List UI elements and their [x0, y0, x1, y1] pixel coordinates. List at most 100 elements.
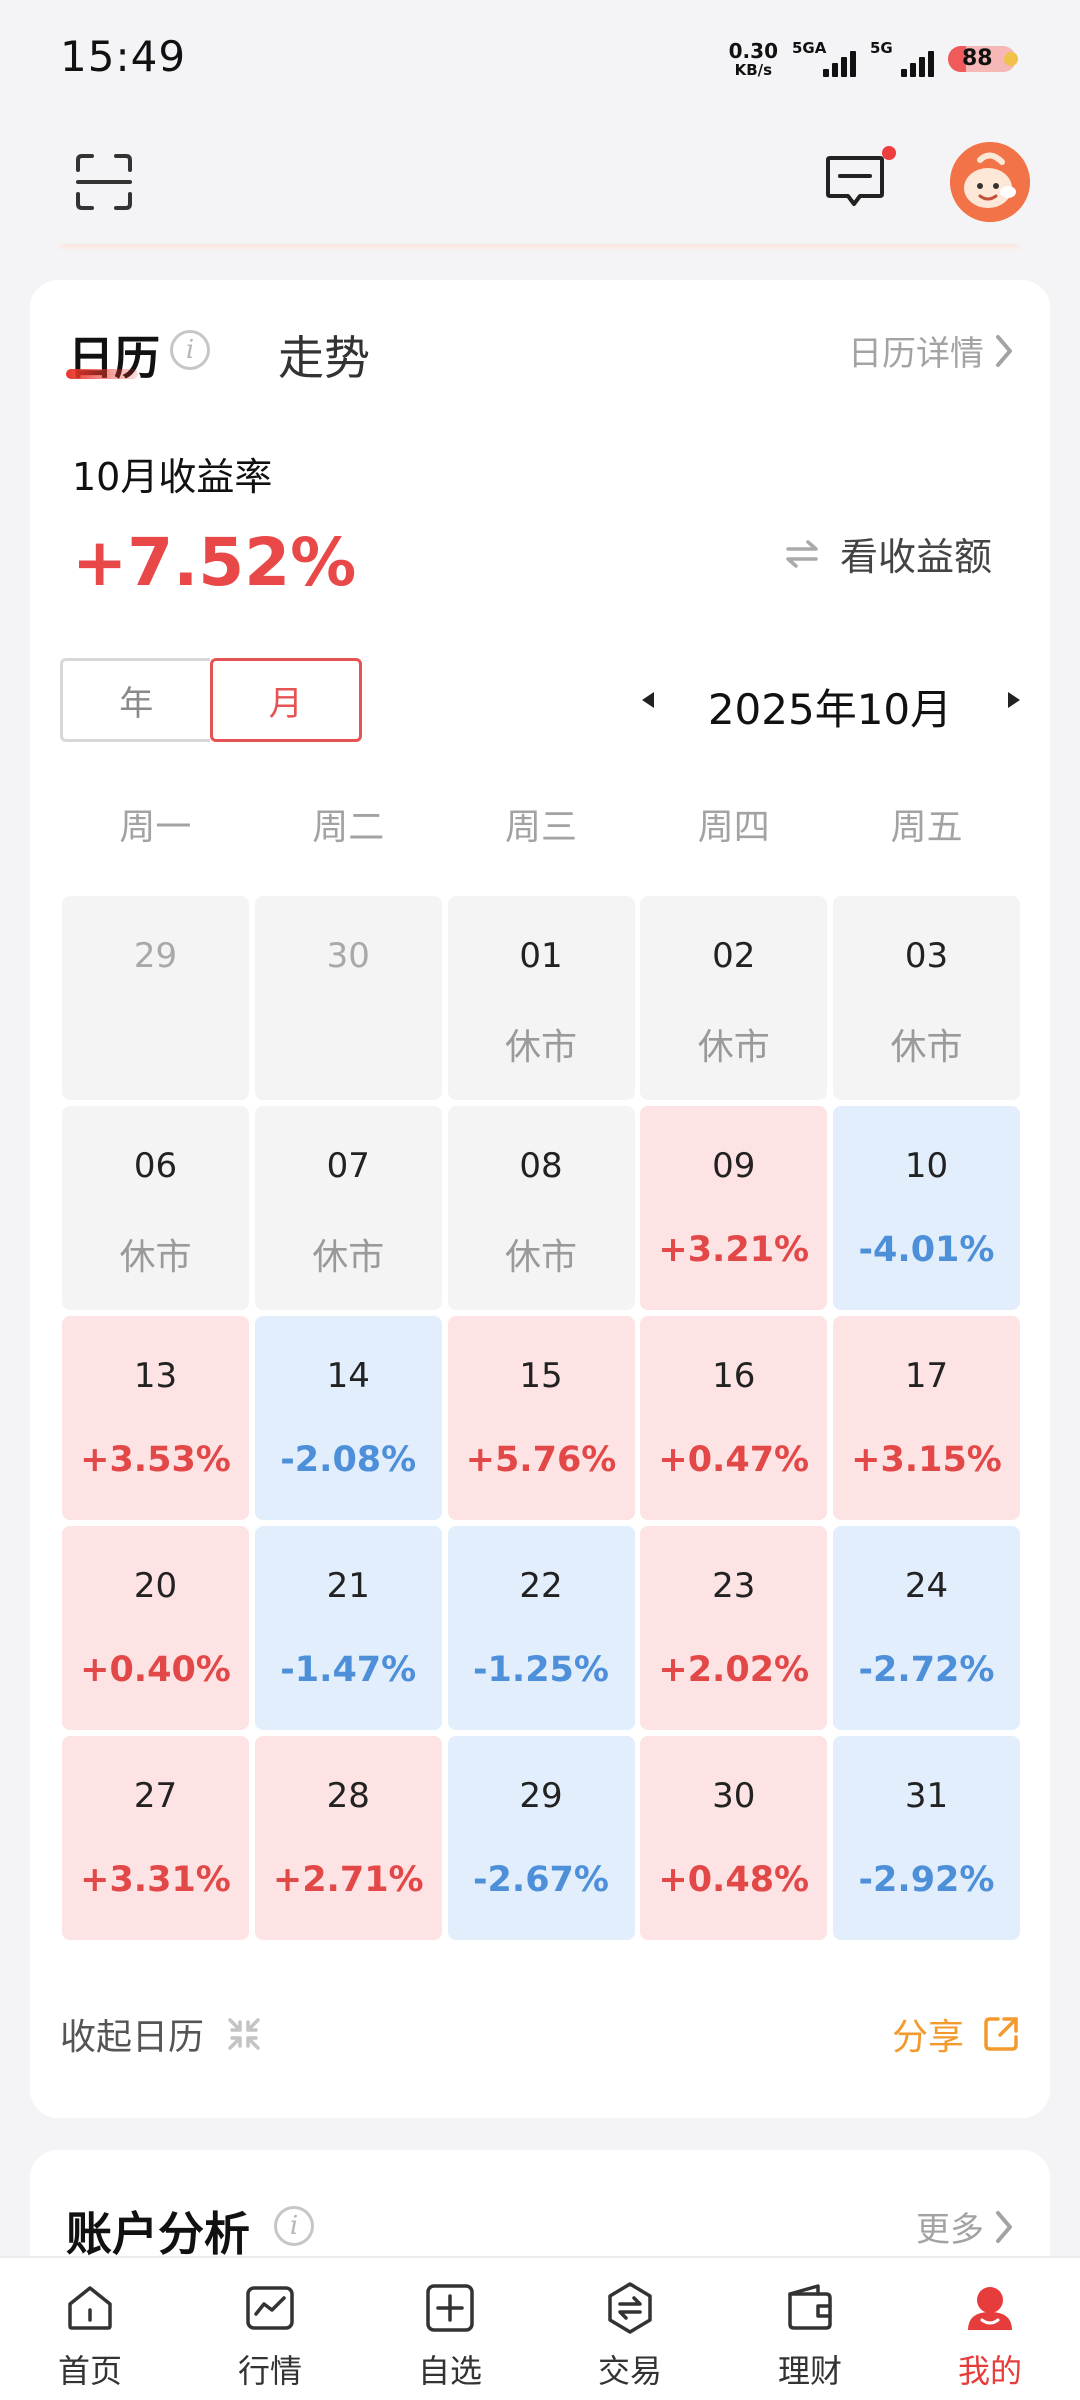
- toggle-amount-button[interactable]: 看收益额: [784, 526, 992, 581]
- collapse-calendar-button[interactable]: 收起日历: [60, 2008, 262, 2060]
- day-value: 休市: [312, 1237, 385, 1278]
- account-analysis-more-link[interactable]: 更多: [916, 2202, 1016, 2251]
- day-value: -2.67%: [473, 1860, 609, 1900]
- day-value: -1.47%: [280, 1650, 417, 1690]
- calendar-day-cell[interactable]: 14 -2.08%: [254, 1316, 442, 1520]
- account-analysis-info-icon[interactable]: i: [274, 2206, 314, 2246]
- calendar-day-cell[interactable]: 20 +0.40%: [62, 1526, 249, 1730]
- month-rate-value: +7.52%: [72, 524, 357, 601]
- battery-level: 88: [962, 46, 993, 71]
- calendar-day-cell[interactable]: 07 休市: [254, 1106, 442, 1310]
- day-value: +2.71%: [272, 1860, 424, 1900]
- day-number: 06: [133, 1146, 178, 1186]
- nav-trade-label: 交易: [597, 2352, 662, 2390]
- network-speed-value: 0.30: [728, 38, 778, 63]
- user-avatar[interactable]: [950, 142, 1030, 222]
- profit-calendar-card: 日历 i 走势 日历详情 10月收益率 +7.52% 看收益额 年 月 2025…: [30, 280, 1050, 2118]
- calendar-day-cell[interactable]: 29 -2.67%: [447, 1736, 635, 1940]
- calendar-day-cell[interactable]: 02 休市: [640, 896, 828, 1100]
- day-value: +3.53%: [80, 1440, 231, 1480]
- status-time: 15:49: [60, 32, 187, 81]
- calendar-day-cell[interactable]: 22 -1.25%: [447, 1526, 635, 1730]
- nav-profile[interactable]: 我的: [900, 2258, 1080, 2400]
- network-speed-unit: KB/s: [734, 60, 773, 79]
- calendar-day-cell[interactable]: 30 +0.48%: [640, 1736, 828, 1940]
- battery-icon: 88: [948, 44, 1018, 74]
- calendar-day-cell[interactable]: 08 休市: [447, 1106, 635, 1310]
- day-value: 休市: [504, 1237, 577, 1278]
- day-number: 01: [519, 936, 563, 976]
- calendar-day-cell[interactable]: 29: [62, 896, 249, 1100]
- segment-month[interactable]: 月: [209, 658, 362, 742]
- message-icon[interactable]: [824, 154, 886, 210]
- calendar-day-cell[interactable]: 17 +3.15%: [833, 1316, 1020, 1520]
- calendar-detail-label: 日历详情: [848, 334, 984, 374]
- next-month-icon[interactable]: [1008, 692, 1020, 708]
- prev-month-icon[interactable]: [642, 692, 654, 708]
- calendar-info-icon[interactable]: i: [170, 330, 210, 370]
- share-button[interactable]: 分享: [892, 2008, 1020, 2060]
- chevron-right-icon: [996, 334, 1012, 367]
- network-speed: 0.30 KB/s: [729, 41, 778, 78]
- calendar-day-cell[interactable]: 09 +3.21%: [640, 1106, 828, 1310]
- nav-profile-label: 我的: [957, 2352, 1022, 2390]
- day-value: +0.47%: [658, 1440, 810, 1480]
- calendar-day-cell[interactable]: 30: [254, 896, 442, 1100]
- nav-market-label: 行情: [237, 2352, 302, 2390]
- signal-5ga-label: 5GA: [792, 39, 827, 57]
- market-chart-icon: [246, 2286, 294, 2330]
- tab-calendar-underline: [66, 369, 138, 379]
- day-value: +0.40%: [80, 1650, 231, 1690]
- day-value: +3.15%: [851, 1440, 1002, 1480]
- calendar-day-cell[interactable]: 21 -1.47%: [254, 1526, 442, 1730]
- period-segment: 年 月: [60, 658, 362, 742]
- day-value: +3.21%: [658, 1230, 810, 1270]
- calendar-day-cell[interactable]: 27 +3.31%: [62, 1736, 249, 1940]
- calendar-day-cell[interactable]: 24 -2.72%: [833, 1526, 1020, 1730]
- scan-icon[interactable]: [74, 152, 134, 212]
- calendar-day-cell[interactable]: 31 -2.92%: [833, 1736, 1020, 1940]
- calendar-detail-link[interactable]: 日历详情: [848, 326, 1016, 375]
- current-month[interactable]: 2025年10月: [707, 685, 953, 734]
- day-number: 16: [712, 1356, 756, 1396]
- day-number: 29: [133, 936, 178, 976]
- calendar-day-cell[interactable]: 16 +0.47%: [640, 1316, 828, 1520]
- day-number: 09: [712, 1146, 756, 1186]
- month-rate-label: 10月收益率: [72, 455, 273, 499]
- day-value: +0.48%: [658, 1860, 810, 1900]
- calendar-day-cell[interactable]: 10 -4.01%: [833, 1106, 1020, 1310]
- nav-home-label: 首页: [57, 2352, 122, 2390]
- status-bar: 15:49 0.30 KB/s 5GA 5G 88: [0, 0, 1080, 118]
- nav-market[interactable]: 行情: [180, 2258, 360, 2400]
- day-number: 24: [904, 1566, 949, 1606]
- day-value: +3.31%: [80, 1860, 231, 1900]
- tab-trend[interactable]: 走势: [278, 331, 370, 385]
- profile-icon: [968, 2287, 1012, 2330]
- nav-watchlist[interactable]: 自选: [360, 2258, 540, 2400]
- day-number: 23: [712, 1566, 756, 1606]
- calendar-day-cell[interactable]: 03 休市: [833, 896, 1020, 1100]
- signal-5ga-icon: 5GA: [792, 39, 856, 79]
- day-number: 22: [519, 1566, 563, 1606]
- collapse-icon: [228, 2018, 260, 2050]
- calendar-day-cell[interactable]: 28 +2.71%: [254, 1736, 442, 1940]
- day-value: -2.08%: [280, 1440, 417, 1480]
- day-number: 02: [712, 936, 756, 976]
- home-icon: [68, 2286, 112, 2330]
- day-value: 休市: [697, 1027, 770, 1068]
- calendar-day-cell[interactable]: 01 休市: [447, 896, 635, 1100]
- calendar-day-cell[interactable]: 15 +5.76%: [447, 1316, 635, 1520]
- unread-dot: [882, 146, 896, 160]
- calendar-day-cell[interactable]: 23 +2.02%: [640, 1526, 828, 1730]
- day-number: 21: [326, 1566, 370, 1606]
- bottom-navigation: 首页 行情 自选 交易 理财 我的: [0, 2256, 1080, 2400]
- segment-year[interactable]: 年: [60, 658, 210, 742]
- calendar-day-cell[interactable]: 06 休市: [62, 1106, 249, 1310]
- nav-trade[interactable]: 交易: [540, 2258, 720, 2400]
- day-number: 17: [904, 1356, 949, 1396]
- day-value: -2.72%: [858, 1650, 995, 1690]
- account-analysis-title: 账户分析: [66, 2207, 250, 2261]
- nav-wealth[interactable]: 理财: [720, 2258, 900, 2400]
- nav-home[interactable]: 首页: [0, 2258, 180, 2400]
- calendar-day-cell[interactable]: 13 +3.53%: [62, 1316, 249, 1520]
